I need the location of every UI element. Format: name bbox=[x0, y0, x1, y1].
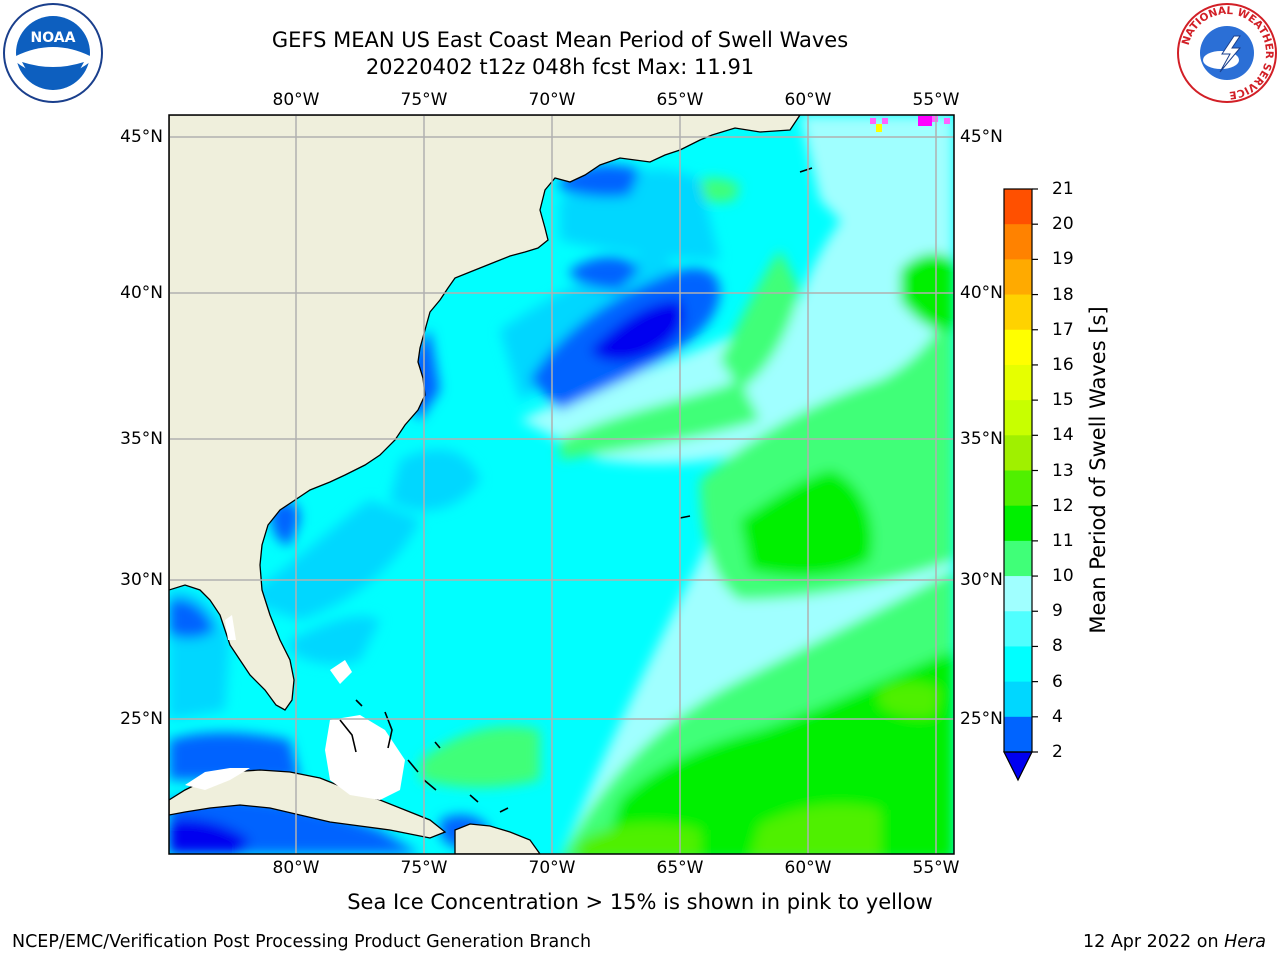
lat-label-left: 45°N bbox=[120, 127, 163, 147]
land-hispaniola bbox=[454, 823, 541, 854]
colorbar-segment bbox=[1004, 435, 1032, 471]
colorbar-tick-label: 2 bbox=[1052, 742, 1063, 762]
lon-label-bottom: 70°W bbox=[528, 858, 576, 878]
colorbar-underflow-arrow bbox=[1003, 751, 1033, 782]
colorbar-tick-label: 16 bbox=[1052, 354, 1074, 375]
colorbar-segment bbox=[1004, 576, 1032, 612]
colorbar-tick-label: 12 bbox=[1052, 495, 1074, 516]
sea-ice-note-text: Sea Ice Concentration > 15% is shown in … bbox=[347, 890, 933, 914]
colorbar-segment bbox=[1004, 505, 1032, 542]
lat-label-left: 30°N bbox=[120, 570, 163, 590]
colorbar-label: Mean Period of Swell Waves [s] bbox=[1086, 306, 1110, 634]
date-stamp: 12 Apr 2022 on Hera bbox=[1083, 932, 1266, 952]
lat-label-left: 40°N bbox=[120, 283, 163, 303]
date-text: 12 Apr 2022 on bbox=[1082, 932, 1219, 952]
colorbar-segment bbox=[1004, 716, 1032, 753]
noaa-logo-text: NOAA bbox=[31, 30, 76, 46]
colorbar-segment bbox=[1004, 470, 1032, 507]
nws-logo: NATIONAL WEATHER SERVICE bbox=[1177, 3, 1277, 103]
colorbar-segment bbox=[1004, 294, 1032, 331]
system-name: Hera bbox=[1224, 932, 1266, 952]
lon-label-top: 70°W bbox=[528, 90, 576, 110]
colorbar-tick-label: 15 bbox=[1052, 390, 1074, 411]
colorbar-tick-label: 21 bbox=[1052, 179, 1074, 199]
lon-label-top: 65°W bbox=[656, 90, 704, 110]
colorbar-segment bbox=[1004, 364, 1032, 401]
colorbar-segment bbox=[1004, 400, 1032, 436]
lat-label-left: 35°N bbox=[120, 429, 163, 449]
noaa-logo: NOAA bbox=[3, 3, 103, 103]
colorbar-segment bbox=[1004, 681, 1032, 718]
map-frame bbox=[168, 114, 955, 855]
colorbar-segment bbox=[1004, 646, 1032, 683]
credit-text: NCEP/EMC/Verification Post Processing Pr… bbox=[12, 932, 592, 952]
lat-label-left: 25°N bbox=[120, 709, 163, 729]
colorbar-tick-label: 9 bbox=[1052, 601, 1063, 622]
forecast-subtitle: 20220402 t12z 048h fcst Max: 11.91 bbox=[365, 55, 755, 79]
lon-label-bottom: 65°W bbox=[656, 858, 704, 878]
colorbar bbox=[1003, 188, 1038, 782]
colorbar-tick-label: 10 bbox=[1052, 566, 1074, 587]
colorbar-tick-label: 20 bbox=[1052, 214, 1074, 235]
colorbar-tick-label: 4 bbox=[1052, 706, 1063, 727]
colorbar-tick-label: 11 bbox=[1052, 530, 1074, 551]
map-plot-area bbox=[169, 115, 954, 854]
land-north-america bbox=[169, 115, 801, 711]
no-data-banks bbox=[185, 615, 405, 800]
colorbar-tick-label: 8 bbox=[1052, 636, 1063, 657]
lon-label-bottom: 80°W bbox=[272, 858, 320, 878]
lon-label-bottom: 55°W bbox=[912, 858, 960, 878]
land-cuba bbox=[169, 769, 447, 839]
lon-label-bottom: 60°W bbox=[784, 858, 832, 878]
lon-label-bottom: 75°W bbox=[400, 858, 448, 878]
colorbar-segment bbox=[1004, 224, 1032, 260]
lon-label-top: 75°W bbox=[400, 90, 448, 110]
lat-label-right: 45°N bbox=[960, 127, 1003, 147]
lat-label-right: 35°N bbox=[960, 429, 1003, 449]
map-title: GEFS MEAN US East Coast Mean Period of S… bbox=[271, 28, 849, 52]
lon-label-top: 60°W bbox=[784, 90, 832, 110]
colorbar-segment bbox=[1004, 189, 1032, 225]
colorbar-tick-label: 18 bbox=[1052, 284, 1074, 305]
colorbar-segment bbox=[1004, 259, 1032, 296]
colorbar-tick-label: 13 bbox=[1052, 460, 1074, 481]
colorbar-tick-label: 17 bbox=[1052, 319, 1074, 340]
colorbar-tick-label: 14 bbox=[1052, 425, 1074, 446]
colorbar-tick-label: 19 bbox=[1052, 249, 1074, 270]
colorbar-segment bbox=[1004, 329, 1032, 366]
colorbar-segment bbox=[1004, 611, 1032, 647]
lon-label-top: 55°W bbox=[912, 90, 960, 110]
colorbar-tick-label: 6 bbox=[1052, 671, 1063, 692]
lat-label-right: 25°N bbox=[960, 709, 1003, 729]
lat-label-right: 30°N bbox=[960, 570, 1003, 590]
lon-label-top: 80°W bbox=[272, 90, 320, 110]
colorbar-segment bbox=[1004, 540, 1032, 577]
sea-ice-pixels bbox=[870, 116, 950, 132]
lat-label-right: 40°N bbox=[960, 283, 1003, 303]
graticule bbox=[169, 115, 954, 854]
island-outlines bbox=[339, 167, 813, 813]
